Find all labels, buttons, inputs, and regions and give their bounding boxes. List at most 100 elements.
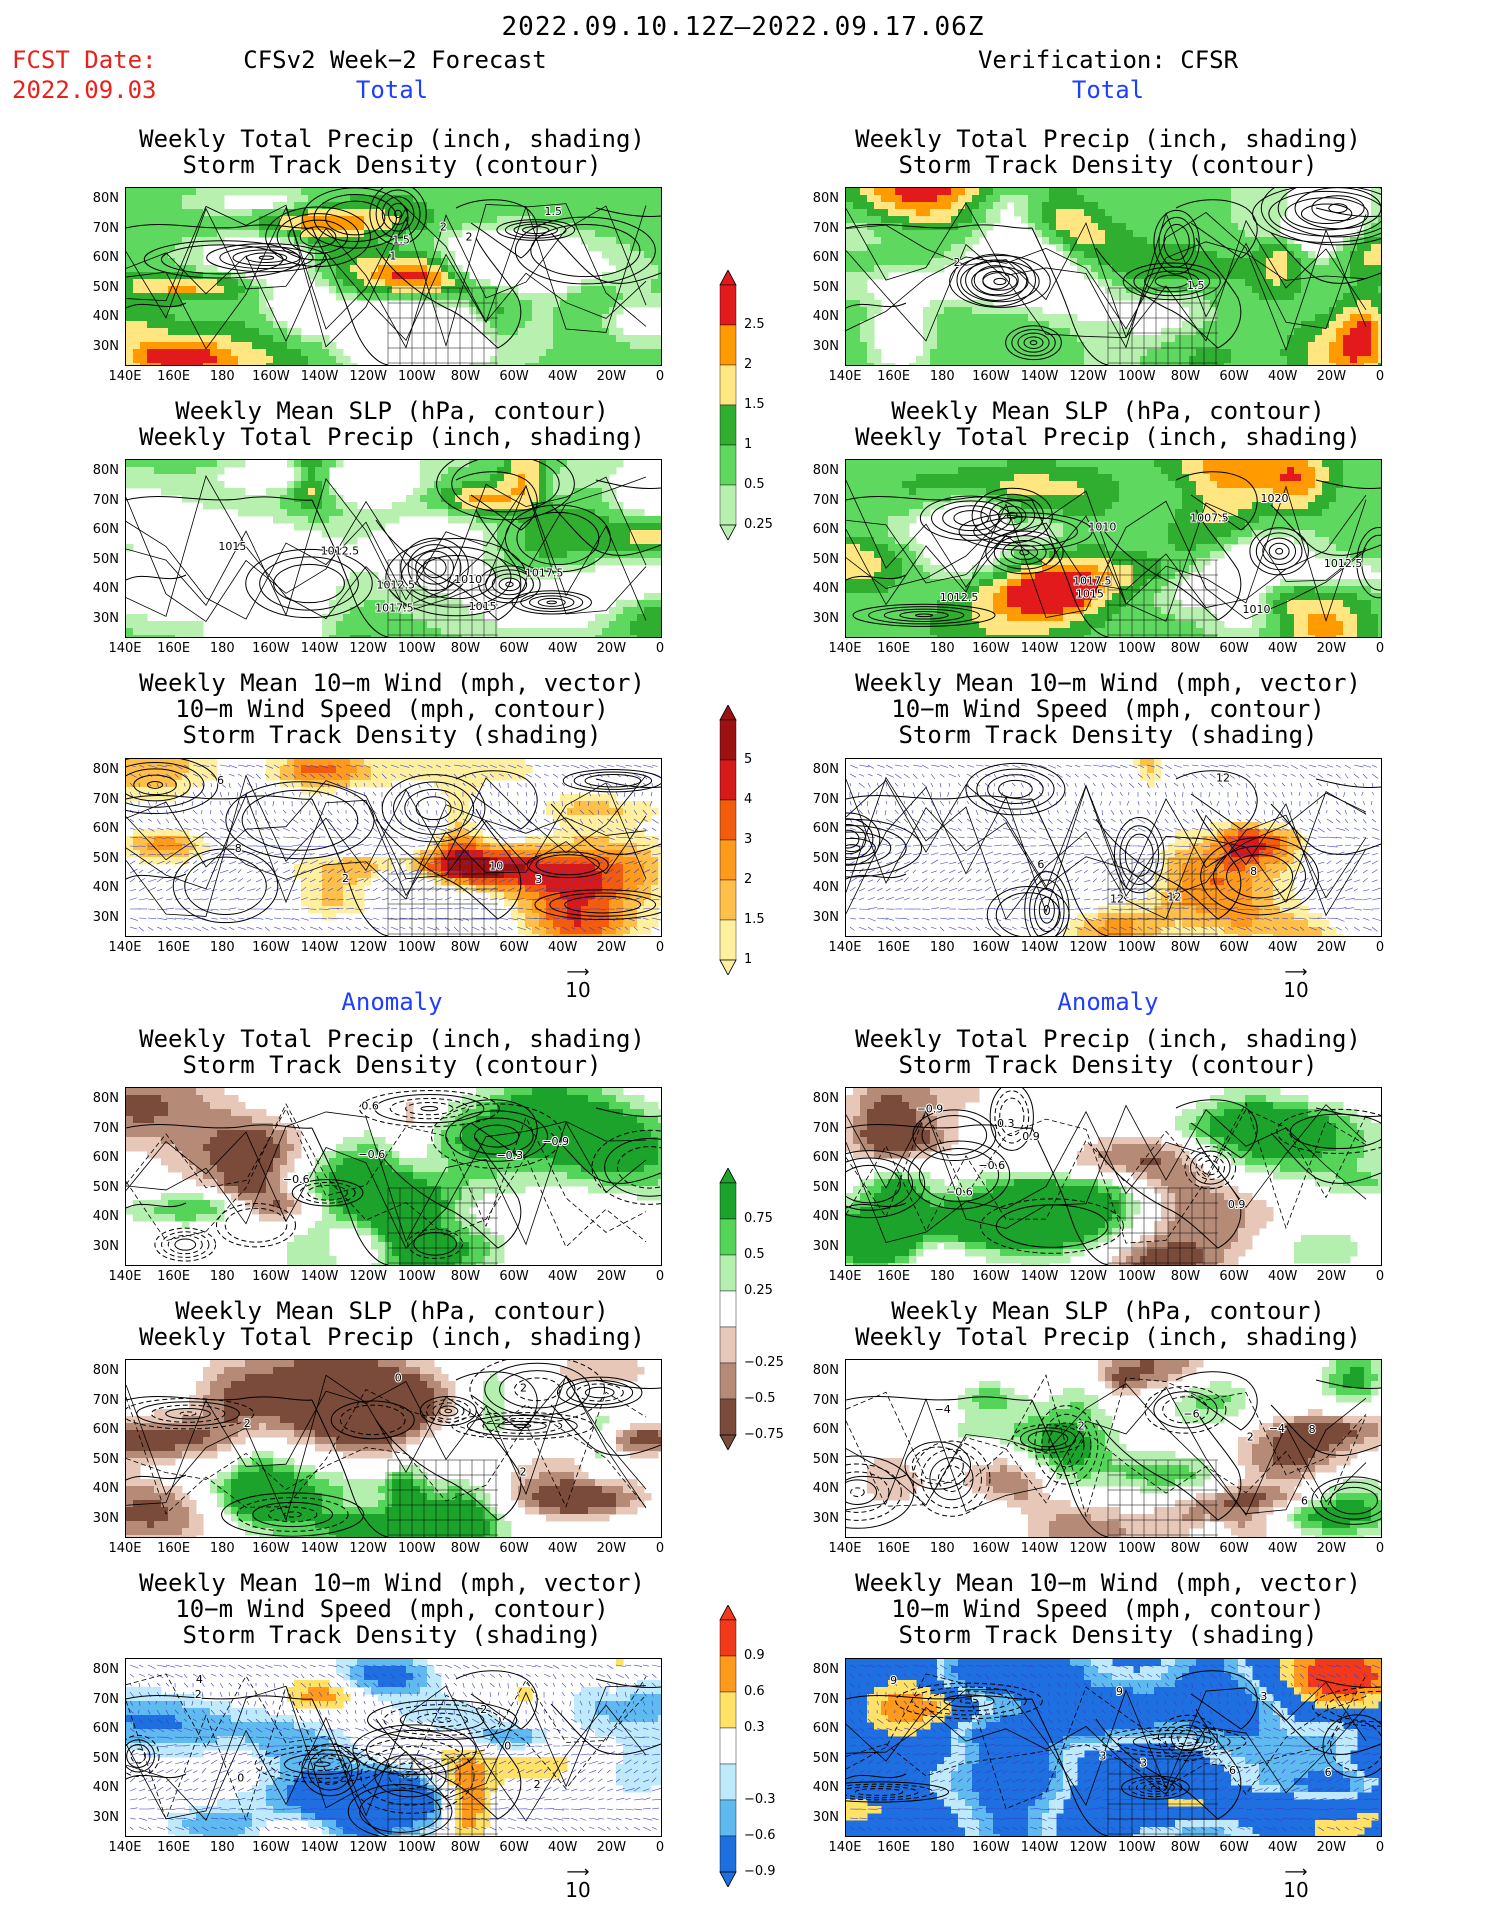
shading-cell xyxy=(1028,467,1036,475)
shading-cell xyxy=(224,272,232,280)
shading-cell xyxy=(308,516,316,524)
shading-cell xyxy=(609,509,617,517)
shading-cell xyxy=(483,530,491,538)
shading-cell xyxy=(1154,356,1162,364)
shading-cell xyxy=(1210,209,1218,217)
shading-cell xyxy=(518,195,526,203)
shading-cell xyxy=(497,565,505,573)
shading-cell xyxy=(378,237,386,245)
shading-cell xyxy=(126,467,134,475)
shading-cell xyxy=(609,237,617,245)
shading-cell xyxy=(1189,286,1197,294)
shading-cell xyxy=(490,216,498,224)
shading-cell xyxy=(546,467,554,475)
shading-cell xyxy=(623,349,631,357)
shading-cell xyxy=(1364,279,1372,287)
shading-cell xyxy=(644,356,652,364)
shading-cell xyxy=(224,216,232,224)
shading-cell xyxy=(1168,488,1176,496)
shading-cell xyxy=(399,614,407,622)
shading-cell xyxy=(1112,223,1120,231)
shading-cell xyxy=(602,481,610,489)
shading-cell xyxy=(441,628,449,636)
panel-title-r1: Weekly Total Precip (inch, shading) Stor… xyxy=(855,126,1361,178)
shading-cell xyxy=(1168,474,1176,482)
shading-cell xyxy=(224,349,232,357)
shading-cell xyxy=(1154,363,1162,365)
shading-cell xyxy=(322,251,330,259)
shading-cell xyxy=(1196,223,1204,231)
shading-cell xyxy=(427,474,435,482)
shading-cell xyxy=(1259,223,1267,231)
shading-cell xyxy=(867,349,875,357)
shading-cell xyxy=(406,244,414,252)
shading-cell xyxy=(574,293,582,301)
shading-cell xyxy=(644,223,652,231)
shading-cell xyxy=(1042,195,1050,203)
shading-cell xyxy=(958,460,966,468)
shading-cell xyxy=(1238,195,1246,203)
shading-cell xyxy=(1259,349,1267,357)
shading-cell xyxy=(958,488,966,496)
shading-cell xyxy=(930,265,938,273)
shading-cell xyxy=(210,342,218,350)
shading-cell xyxy=(1140,265,1148,273)
shading-cell xyxy=(1259,335,1267,343)
shading-cell xyxy=(343,600,351,608)
shading-cell xyxy=(462,300,470,308)
shading-cell xyxy=(881,188,889,196)
shading-cell xyxy=(413,279,421,287)
shading-cell xyxy=(511,488,519,496)
shading-cell xyxy=(1196,300,1204,308)
shading-cell xyxy=(1070,237,1078,245)
shading-cell xyxy=(1021,363,1029,365)
shading-cell xyxy=(874,363,882,365)
shading-cell xyxy=(350,188,358,196)
shading-cell xyxy=(546,516,554,524)
shading-cell xyxy=(203,188,211,196)
shading-cell xyxy=(371,586,379,594)
latitude-label: 80N xyxy=(92,191,119,206)
shading-cell xyxy=(427,488,435,496)
shading-cell xyxy=(1126,502,1134,510)
shading-cell xyxy=(888,230,896,238)
shading-cell xyxy=(937,342,945,350)
shading-cell xyxy=(175,628,183,636)
shading-cell xyxy=(161,621,169,629)
shading-cell xyxy=(133,293,141,301)
shading-cell xyxy=(867,356,875,364)
shading-cell xyxy=(567,495,575,503)
shading-cell xyxy=(853,279,861,287)
shading-cell xyxy=(1105,523,1113,531)
shading-cell xyxy=(860,314,868,322)
shading-cell xyxy=(1378,502,1381,510)
shading-cell xyxy=(217,209,225,217)
shading-cell xyxy=(329,363,337,365)
shading-cell xyxy=(553,202,561,210)
shading-cell xyxy=(1042,335,1050,343)
shading-cell xyxy=(490,202,498,210)
shading-cell xyxy=(1364,251,1372,259)
shading-cell xyxy=(357,572,365,580)
shading-cell xyxy=(448,467,456,475)
shading-cell xyxy=(972,488,980,496)
shading-cell xyxy=(853,502,861,510)
shading-cell xyxy=(923,467,931,475)
shading-cell xyxy=(595,502,603,510)
shading-cell xyxy=(140,356,148,364)
shading-cell xyxy=(210,349,218,357)
shading-cell xyxy=(1308,495,1316,503)
shading-cell xyxy=(860,460,868,468)
shading-cell xyxy=(1028,481,1036,489)
shading-cell xyxy=(1322,342,1330,350)
shading-cell xyxy=(595,188,603,196)
shading-cell xyxy=(203,209,211,217)
shading-cell xyxy=(217,363,225,365)
shading-cell xyxy=(567,195,575,203)
shading-cell xyxy=(846,195,854,203)
shading-cell xyxy=(399,600,407,608)
shading-cell xyxy=(196,460,204,468)
shading-cell xyxy=(140,237,148,245)
shading-cell xyxy=(1140,460,1148,468)
shading-cell xyxy=(1273,495,1281,503)
